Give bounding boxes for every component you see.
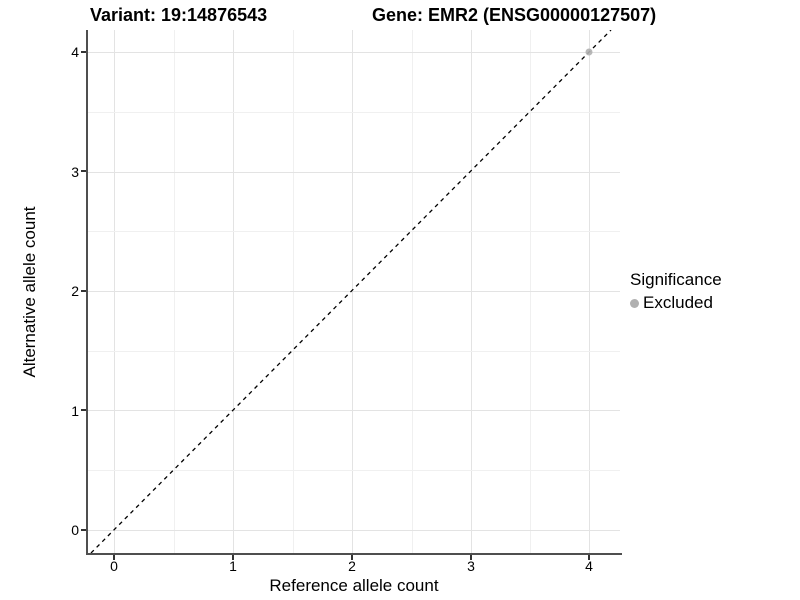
gridline-y-minor [88,470,620,471]
legend: Significance Excluded [630,270,722,313]
y-tick-mark [81,51,86,53]
plot-layer [90,30,612,553]
gridline-y-minor [88,112,620,113]
gridline-y-major [88,530,620,531]
x-tick-label: 2 [348,558,356,574]
excluded-data-point [585,48,593,56]
x-tick-mark [470,555,472,560]
x-tick-label: 1 [229,558,237,574]
y-tick-label: 2 [71,283,79,299]
y-tick-mark [81,409,86,411]
x-axis-title: Reference allele count [269,576,439,595]
y-tick-label: 3 [71,164,79,180]
x-tick-mark [113,555,115,560]
x-tick-label: 0 [110,558,118,574]
y-tick-label: 0 [71,522,79,538]
gridline-y-major [88,410,620,411]
x-tick-mark [351,555,353,560]
y-axis-title: Alternative allele count [20,206,39,378]
x-axis-line [86,553,622,555]
gridline-y-major [88,172,620,173]
variant-title: Variant: 19:14876543 [90,5,268,25]
y-tick-mark [81,170,86,172]
x-tick-mark [232,555,234,560]
x-tick-label: 4 [585,558,593,574]
gridline-y-minor [88,351,620,352]
gridline-y-minor [88,231,620,232]
x-tick-mark [588,555,590,560]
y-axis-line [86,30,88,555]
gridline-y-major [88,291,620,292]
x-tick-label: 3 [467,558,475,574]
legend-item-excluded: Excluded [630,293,722,313]
excluded-point-icon [630,298,639,308]
identity-dashed-line [90,30,612,553]
y-tick-mark [81,529,86,531]
plot-panel [88,30,620,553]
gridline-y-major [88,52,620,53]
y-tick-mark [81,290,86,292]
legend-item-label: Excluded [643,293,713,312]
gene-title: Gene: EMR2 (ENSG00000127507) [372,5,657,25]
y-tick-label: 1 [71,403,79,419]
legend-title: Significance [630,270,722,289]
y-tick-label: 4 [71,44,79,60]
